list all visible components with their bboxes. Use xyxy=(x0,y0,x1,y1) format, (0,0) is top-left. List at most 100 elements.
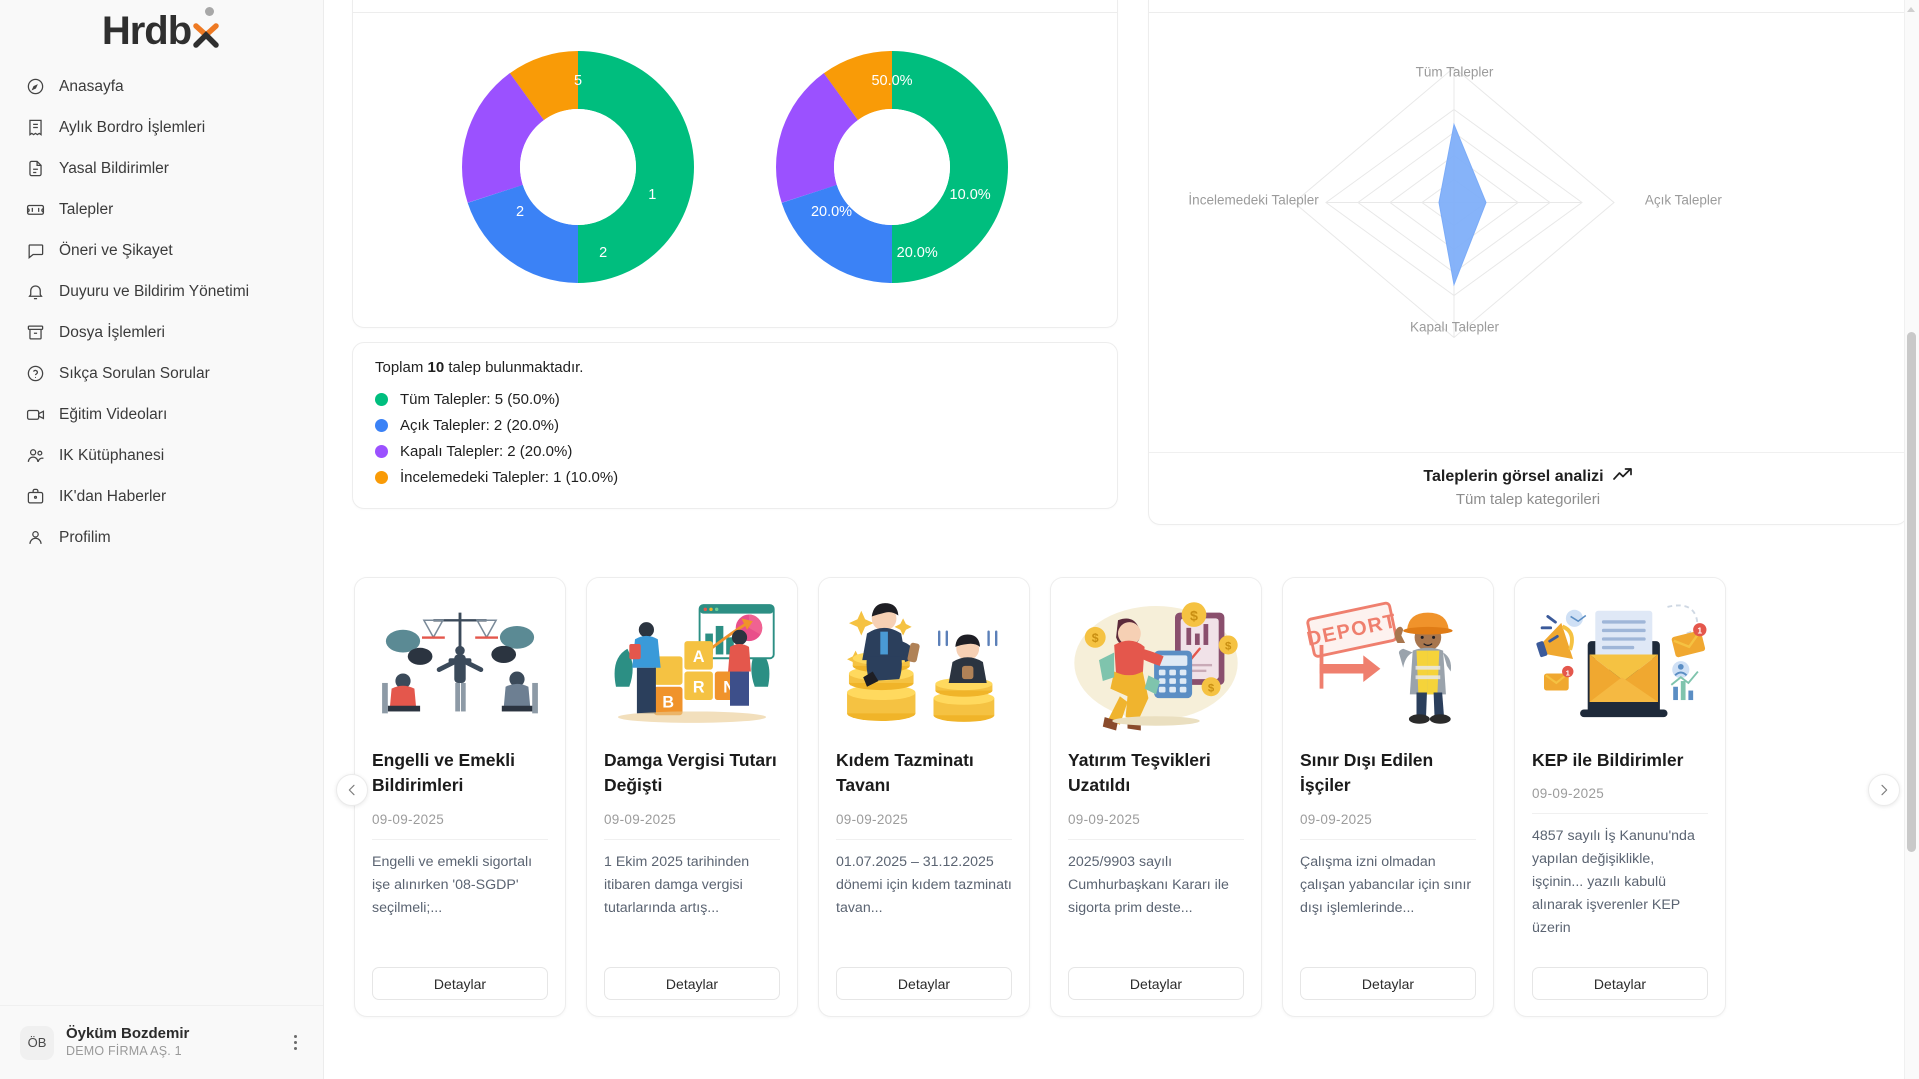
summary-prefix: Toplam xyxy=(375,359,424,376)
radar-chart-card: Tüm Talepler Açık Talepler Kapalı Talepl… xyxy=(1148,13,1908,525)
sidebar: Hrdb Anasayfa Aylık Bordro İşlemleri xyxy=(0,0,324,1079)
summary-suffix: talep bulunmaktadır. xyxy=(448,359,584,376)
sidebar-item-egitim-videolari[interactable]: Eğitim Videoları xyxy=(0,394,323,435)
arrow-right-icon xyxy=(1881,784,1888,796)
donut-counts-svg xyxy=(462,51,694,283)
sidebar-item-sss[interactable]: Sıkça Sorulan Sorular xyxy=(0,353,323,394)
news-thumbnail xyxy=(819,578,1029,748)
news-details-button[interactable]: Detaylar xyxy=(604,967,780,1000)
news-title: Sınır Dışı Edilen İşçiler xyxy=(1300,750,1434,796)
sidebar-item-talepler[interactable]: Talepler xyxy=(0,189,323,230)
radar-caption-title: Taleplerin görsel analizi xyxy=(1423,467,1632,486)
news-details-button[interactable]: Detaylar xyxy=(836,967,1012,1000)
news-card[interactable]: $ $ $ $ xyxy=(1050,577,1262,1017)
news-card[interactable]: B R A N xyxy=(586,577,798,1017)
svg-text:R: R xyxy=(693,678,705,696)
news-details-button[interactable]: Detaylar xyxy=(1068,967,1244,1000)
svg-text:1: 1 xyxy=(1566,668,1571,677)
news-card[interactable]: Kıdem Tazminatı Tavanı 09-09-2025 01.07.… xyxy=(818,577,1030,1017)
sidebar-item-ik-kutuphanesi[interactable]: IK Kütüphanesi xyxy=(0,435,323,476)
legend-color-swatch xyxy=(375,418,388,432)
legend-color-swatch xyxy=(375,470,388,484)
user-meta: Öyküm Bozdemir DEMO FİRMA AŞ. 1 xyxy=(66,1025,273,1059)
carousel-prev-button[interactable] xyxy=(336,774,368,806)
scroll-up-arrow-icon[interactable] xyxy=(1907,7,1915,12)
news-thumbnail: 1 1 xyxy=(1515,578,1725,748)
carousel-next-button[interactable] xyxy=(1868,774,1900,806)
donut-charts-card: 5 1 2 2 xyxy=(352,13,1118,328)
legend-color-swatch xyxy=(375,444,388,458)
legend-label: Tüm Talepler: 5 (50.0%) xyxy=(400,390,560,408)
news-date: 09-09-2025 xyxy=(1068,812,1244,840)
sidebar-nav: Anasayfa Aylık Bordro İşlemleri Yasal Bi… xyxy=(0,62,323,1005)
svg-text:$: $ xyxy=(1092,631,1099,645)
video-icon xyxy=(26,405,45,424)
legend-item: İncelemedeki Talepler: 1 (10.0%) xyxy=(375,464,1095,490)
deport-worker-illustration: DEPORT xyxy=(1305,601,1453,724)
legend-label: Kapalı Talepler: 2 (20.0%) xyxy=(400,442,573,460)
coin-stacks-illustration xyxy=(847,603,998,722)
news-title: KEP ile Bildirimler xyxy=(1532,750,1684,770)
chat-icon xyxy=(26,241,45,260)
legend-label: İncelemedeki Talepler: 1 (10.0%) xyxy=(400,468,619,486)
sidebar-item-dosya-islemleri[interactable]: Dosya İşlemleri xyxy=(0,312,323,353)
charts-card-stub xyxy=(352,0,1118,13)
news-card[interactable]: Engelli ve Emekli Bildirimleri 09-09-202… xyxy=(354,577,566,1017)
brand-logo[interactable]: Hrdb xyxy=(0,0,323,62)
radar-caption-subtitle: Tüm talep kategorileri xyxy=(1455,491,1601,508)
news-details-button[interactable]: Detaylar xyxy=(1532,967,1708,1000)
summary-total-count: 10 xyxy=(427,359,445,376)
sidebar-item-duyuru-bildirim[interactable]: Duyuru ve Bildirim Yönetimi xyxy=(0,271,323,312)
svg-text:1: 1 xyxy=(1697,626,1702,636)
radar-axis-label-acik-talepler: Açık Talepler xyxy=(1644,192,1722,208)
news-card[interactable]: 1 1 xyxy=(1514,577,1726,1017)
radar-axis-label-incelemedeki-talepler: İncelemedeki Talepler xyxy=(1188,192,1319,208)
user-name: Öyküm Bozdemir xyxy=(66,1025,190,1043)
receipt-icon xyxy=(26,118,45,137)
radar-axis-label-tum-talepler: Tüm Talepler xyxy=(1415,64,1494,80)
sidebar-item-label: IK Kütüphanesi xyxy=(59,446,165,464)
user-company: DEMO FİRMA AŞ. 1 xyxy=(66,1044,182,1059)
news-description: 2025/9903 sayılı Cumhurbaşkanı Kararı il… xyxy=(1068,854,1229,916)
more-options-icon[interactable] xyxy=(285,1035,305,1050)
sidebar-item-aylik-bordro[interactable]: Aylık Bordro İşlemleri xyxy=(0,107,323,148)
news-title: Damga Vergisi Tutarı Değişti xyxy=(604,750,777,796)
news-description: 4857 sayılı İş Kanunu'nda yapılan değişi… xyxy=(1532,828,1695,936)
sidebar-item-yasal-bildirimler[interactable]: Yasal Bildirimler xyxy=(0,148,323,189)
legend-item: Tüm Talepler: 5 (50.0%) xyxy=(375,386,1095,412)
news-body: Yatırım Teşvikleri Uzatıldı 09-09-2025 2… xyxy=(1051,748,1261,1016)
news-title: Engelli ve Emekli Bildirimleri xyxy=(372,750,515,796)
page-scrollbar[interactable] xyxy=(1904,0,1919,1079)
svg-text:$: $ xyxy=(1190,608,1198,624)
news-date: 09-09-2025 xyxy=(1532,786,1708,814)
donut-chart-percent: 50.0% 10.0% 20.0% 20.0% xyxy=(766,41,1018,293)
summary-total-text: Toplam 10 talep bulunmaktadır. xyxy=(375,359,1095,376)
brand-x-icon xyxy=(193,23,219,48)
news-date: 09-09-2025 xyxy=(604,812,780,840)
requests-charts-column: 5 1 2 2 xyxy=(352,0,1118,525)
news-details-button[interactable]: Detaylar xyxy=(372,967,548,1000)
news-details-button[interactable]: Detaylar xyxy=(1300,967,1476,1000)
users-icon xyxy=(26,446,45,465)
compass-icon xyxy=(26,77,45,96)
brand-blocks-illustration: B R A N xyxy=(614,604,775,723)
radar-plot: Tüm Talepler Açık Talepler Kapalı Talepl… xyxy=(1149,13,1907,452)
radar-card-stub xyxy=(1148,0,1908,13)
news-body: Sınır Dışı Edilen İşçiler 09-09-2025 Çal… xyxy=(1283,748,1493,1016)
news-description: Çalışma izni olmadan çalışan yabancılar … xyxy=(1300,854,1472,916)
sidebar-item-ikdan-haberler[interactable]: IK'dan Haberler xyxy=(0,476,323,517)
brand-x-mark xyxy=(191,7,221,53)
scrollbar-thumb[interactable] xyxy=(1907,332,1916,852)
news-card[interactable]: DEPORT xyxy=(1282,577,1494,1017)
sidebar-item-profilim[interactable]: Profilim xyxy=(0,517,323,558)
legend-item: Açık Talepler: 2 (20.0%) xyxy=(375,412,1095,438)
sidebar-item-label: IK'dan Haberler xyxy=(59,487,167,505)
arrow-left-icon xyxy=(348,784,355,796)
sidebar-item-anasayfa[interactable]: Anasayfa xyxy=(0,66,323,107)
sidebar-item-oneri-sikayet[interactable]: Öneri ve Şikayet xyxy=(0,230,323,271)
user-profile-box[interactable]: ÖB Öyküm Bozdemir DEMO FİRMA AŞ. 1 xyxy=(0,1005,323,1079)
news-body: KEP ile Bildirimler 09-09-2025 4857 sayı… xyxy=(1515,748,1725,1016)
sidebar-item-label: Öneri ve Şikayet xyxy=(59,241,173,259)
svg-text:$: $ xyxy=(1208,683,1215,695)
question-circle-icon xyxy=(26,364,45,383)
